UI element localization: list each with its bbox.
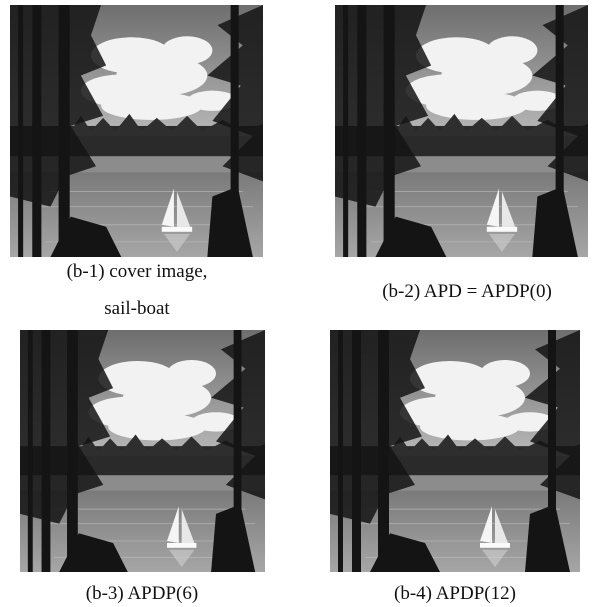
caption: (b-3) APDP(6): [86, 583, 198, 604]
caption: sail-boat: [104, 298, 170, 319]
caption: (b-2) APD = APDP(0): [382, 281, 552, 302]
photo: [330, 330, 580, 572]
photo: [335, 5, 588, 257]
photo: [10, 5, 263, 257]
figure-canvas: (b-1) cover image, sail-boat (b-2) APD =…: [0, 0, 594, 607]
caption: (b-1) cover image,: [67, 261, 208, 282]
figure: (b-1) cover image, sail-boat (b-2) APD =…: [0, 0, 594, 607]
caption: (b-4) APDP(12): [394, 583, 516, 604]
photo: [20, 330, 265, 572]
